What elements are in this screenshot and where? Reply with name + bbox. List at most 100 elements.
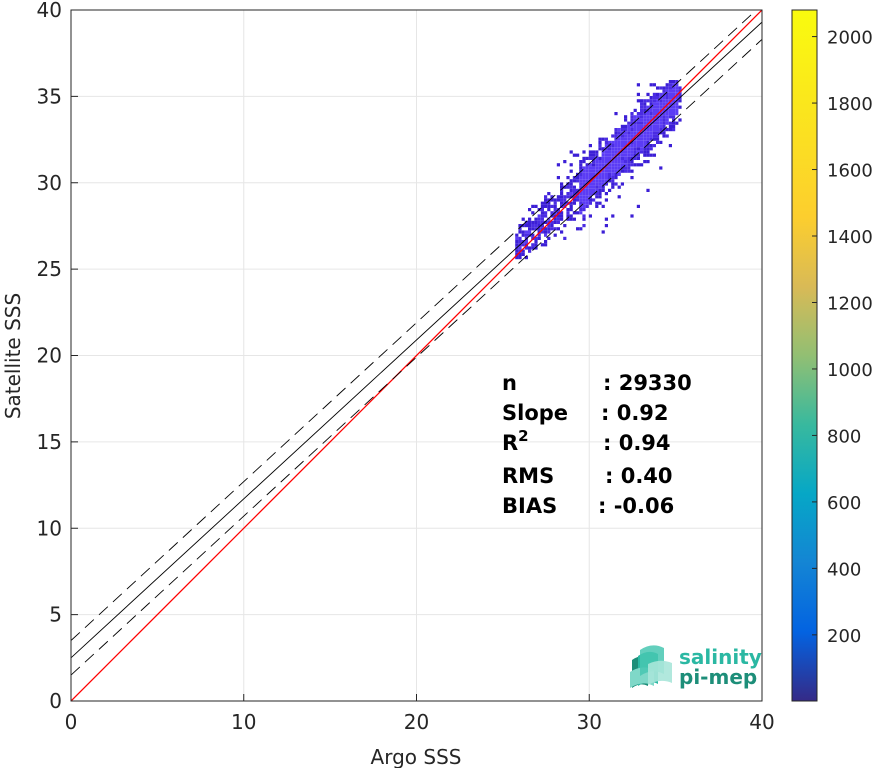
density-cell	[518, 246, 522, 250]
density-cell	[668, 86, 672, 90]
density-cell	[588, 169, 592, 173]
density-cell	[569, 195, 573, 199]
density-cell	[537, 220, 541, 224]
density-cell	[652, 131, 656, 135]
density-cell	[601, 230, 605, 234]
density-cell	[668, 128, 672, 132]
density-cell	[672, 89, 676, 93]
density-cell	[630, 118, 634, 122]
density-cell	[518, 256, 522, 260]
density-cell	[556, 220, 560, 224]
density-cell	[515, 256, 519, 260]
density-cell	[672, 83, 676, 87]
density-cell	[585, 195, 589, 199]
density-cell	[598, 182, 602, 186]
density-cell	[588, 192, 592, 196]
density-cell	[678, 118, 682, 122]
density-cell	[579, 166, 583, 170]
stat-label: RMS	[502, 464, 554, 488]
density-cell	[627, 163, 631, 167]
density-cell	[598, 192, 602, 196]
density-cell	[611, 169, 615, 173]
y-tick-label: 0	[49, 689, 62, 713]
density-cell	[627, 160, 631, 164]
density-cell	[566, 182, 570, 186]
density-cell	[595, 150, 599, 154]
density-cell	[576, 153, 580, 157]
density-cell	[566, 185, 570, 189]
density-cell	[668, 115, 672, 119]
density-cell	[515, 249, 519, 253]
density-cell	[547, 224, 551, 228]
density-cell	[592, 172, 596, 176]
density-cell	[569, 201, 573, 205]
density-cell	[601, 163, 605, 167]
density-cell	[620, 169, 624, 173]
density-cell	[640, 137, 644, 141]
density-cell	[643, 140, 647, 144]
density-cell	[630, 214, 634, 218]
stat-label: BIAS	[502, 494, 557, 518]
density-cell	[646, 112, 650, 116]
colorbar-tick-label: 800	[827, 426, 861, 447]
density-cell	[678, 92, 682, 96]
density-cell	[588, 188, 592, 192]
density-cell	[531, 227, 535, 231]
density-cell	[540, 208, 544, 212]
colorbar-tick-label: 400	[827, 559, 861, 580]
density-cell	[614, 140, 618, 144]
density-cell	[649, 121, 653, 125]
density-cell	[627, 121, 631, 125]
density-cell	[608, 163, 612, 167]
density-cell	[537, 227, 541, 231]
density-cell	[620, 140, 624, 144]
density-cell	[566, 195, 570, 199]
density-cell	[611, 153, 615, 157]
density-cell	[531, 211, 535, 215]
density-cell	[611, 140, 615, 144]
density-cell	[640, 118, 644, 122]
density-cell	[646, 153, 650, 157]
density-cell	[576, 179, 580, 183]
density-cell	[595, 182, 599, 186]
density-cell	[598, 140, 602, 144]
stat-value: : 0.92	[601, 401, 669, 425]
density-cell	[553, 204, 557, 208]
density-cell	[528, 249, 532, 253]
density-cell	[604, 172, 608, 176]
density-cell	[668, 92, 672, 96]
density-cell	[630, 153, 634, 157]
density-cell	[563, 195, 567, 199]
density-cell	[560, 201, 564, 205]
density-cell	[518, 227, 522, 231]
density-cell	[604, 147, 608, 151]
density-cell	[556, 195, 560, 199]
density-cell	[646, 134, 650, 138]
density-cell	[550, 195, 554, 199]
density-cell	[601, 147, 605, 151]
density-cell	[537, 217, 541, 221]
density-cell	[560, 217, 564, 221]
density-cell	[620, 156, 624, 160]
density-cell	[524, 240, 528, 244]
density-cell	[601, 179, 605, 183]
density-cell	[540, 220, 544, 224]
density-cell	[531, 204, 535, 208]
density-cell	[668, 102, 672, 106]
density-cell	[643, 99, 647, 103]
density-cell	[636, 163, 640, 167]
density-cell	[608, 166, 612, 170]
density-cell	[665, 96, 669, 100]
density-cell	[633, 150, 637, 154]
density-cell	[620, 163, 624, 167]
density-cell	[601, 182, 605, 186]
density-cell	[604, 160, 608, 164]
density-cell	[569, 169, 573, 173]
density-cell	[672, 128, 676, 132]
density-cell	[659, 124, 663, 128]
density-cell	[572, 153, 576, 157]
density-cell	[627, 147, 631, 151]
density-cell	[601, 153, 605, 157]
density-cell	[608, 147, 612, 151]
density-cell	[579, 211, 583, 215]
